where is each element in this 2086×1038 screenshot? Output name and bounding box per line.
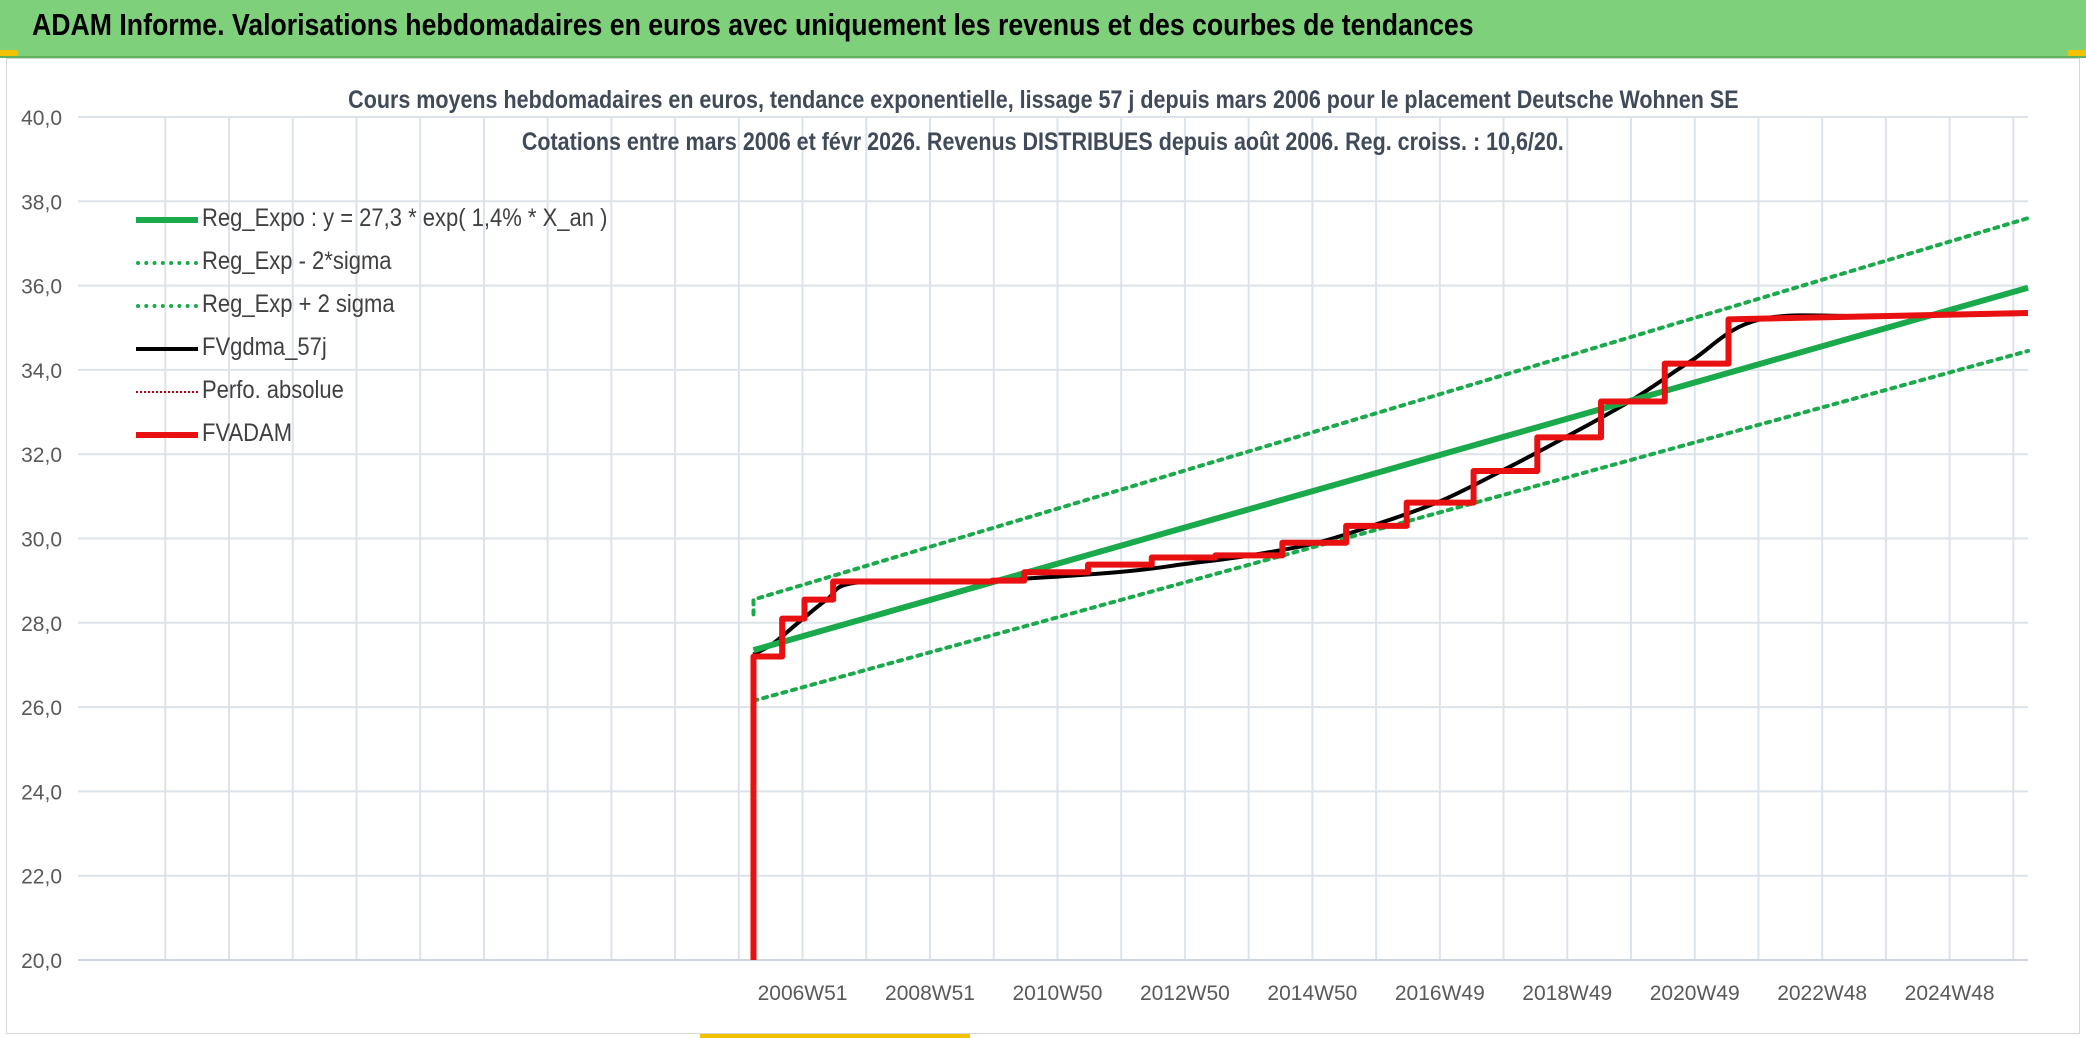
series-line-reg-exp-2-sigma bbox=[751, 216, 2030, 617]
legend-item: Reg_Exp + 2 sigma bbox=[136, 286, 696, 329]
legend-swatch bbox=[136, 432, 198, 438]
series-line-fvgdma-57j bbox=[752, 311, 2029, 657]
legend-item: Perfo. absolue bbox=[136, 372, 696, 415]
legend-swatch bbox=[136, 391, 198, 393]
legend-swatch bbox=[136, 347, 198, 351]
y-tick-label: 26,0 bbox=[21, 697, 62, 720]
legend-label: Perfo. absolue bbox=[202, 376, 344, 404]
y-tick-label: 30,0 bbox=[21, 529, 62, 552]
chart-frame bbox=[6, 58, 2080, 1034]
y-tick-label: 36,0 bbox=[21, 276, 62, 299]
x-tick-label: 2024W48 bbox=[1905, 982, 1995, 1005]
series-lines bbox=[750, 216, 2030, 960]
y-tick-label: 38,0 bbox=[21, 191, 62, 214]
corner-mark-bottom bbox=[700, 1033, 970, 1038]
x-tick-label: 2014W50 bbox=[1267, 982, 1357, 1005]
legend-swatch bbox=[136, 261, 198, 265]
legend-label: Reg_Expo : y = 27,3 * exp( 1,4% * X_an ) bbox=[202, 204, 608, 232]
chart-title: Cours moyens hebdomadaires en euros, ten… bbox=[347, 86, 1739, 114]
x-tick-label: 2010W50 bbox=[1013, 982, 1103, 1005]
x-tick-label: 2012W50 bbox=[1140, 982, 1230, 1005]
x-tick-label: 2020W49 bbox=[1650, 982, 1740, 1005]
legend-item: FVADAM bbox=[136, 415, 696, 458]
legend-item: Reg_Exp - 2*sigma bbox=[136, 243, 696, 286]
series-line-reg-expo-y-27-3-exp-1-4-x-an bbox=[752, 284, 2029, 654]
legend-label: FVgdma_57j bbox=[202, 333, 327, 361]
y-tick-label: 22,0 bbox=[21, 866, 62, 889]
series-line-fvadam bbox=[750, 309, 2029, 960]
y-tick-label: 24,0 bbox=[21, 781, 62, 804]
axes: 20,0 22,0 24,0 26,0 28,0 30,0 32,0 34,0 36,0 38,0… bbox=[21, 107, 2028, 1005]
corner-mark-top-right bbox=[2068, 50, 2086, 56]
report-title: ADAM Informe. Valorisations hebdomadaire… bbox=[32, 7, 1474, 42]
y-tick-label: 40,0 bbox=[21, 107, 62, 130]
legend-item: Reg_Expo : y = 27,3 * exp( 1,4% * X_an ) bbox=[136, 200, 696, 243]
x-tick-label: 2006W51 bbox=[758, 982, 848, 1005]
legend-swatch bbox=[136, 304, 198, 308]
legend-label: Reg_Exp - 2*sigma bbox=[202, 247, 392, 275]
x-tick-label: 2018W49 bbox=[1522, 982, 1612, 1005]
x-tick-label: 2022W48 bbox=[1777, 982, 1867, 1005]
report-banner: ADAM Informe. Valorisations hebdomadaire… bbox=[0, 0, 2086, 58]
y-tick-label: 28,0 bbox=[21, 613, 62, 636]
chart-subtitle: Cotations entre mars 2006 et févr 2026. … bbox=[522, 128, 1564, 156]
legend-label: FVADAM bbox=[202, 419, 293, 447]
legend-label: Reg_Exp + 2 sigma bbox=[202, 290, 395, 318]
legend-item: FVgdma_57j bbox=[136, 329, 696, 372]
corner-mark-top-left bbox=[0, 50, 18, 56]
y-tick-label: 32,0 bbox=[21, 444, 62, 467]
x-tick-label: 2016W49 bbox=[1395, 982, 1485, 1005]
legend-swatch bbox=[136, 217, 198, 223]
y-tick-label: 34,0 bbox=[21, 360, 62, 383]
y-tick-label: 20,0 bbox=[21, 950, 62, 973]
x-tick-label: 2008W51 bbox=[885, 982, 975, 1005]
chart-legend: Reg_Expo : y = 27,3 * exp( 1,4% * X_an )… bbox=[136, 200, 696, 458]
